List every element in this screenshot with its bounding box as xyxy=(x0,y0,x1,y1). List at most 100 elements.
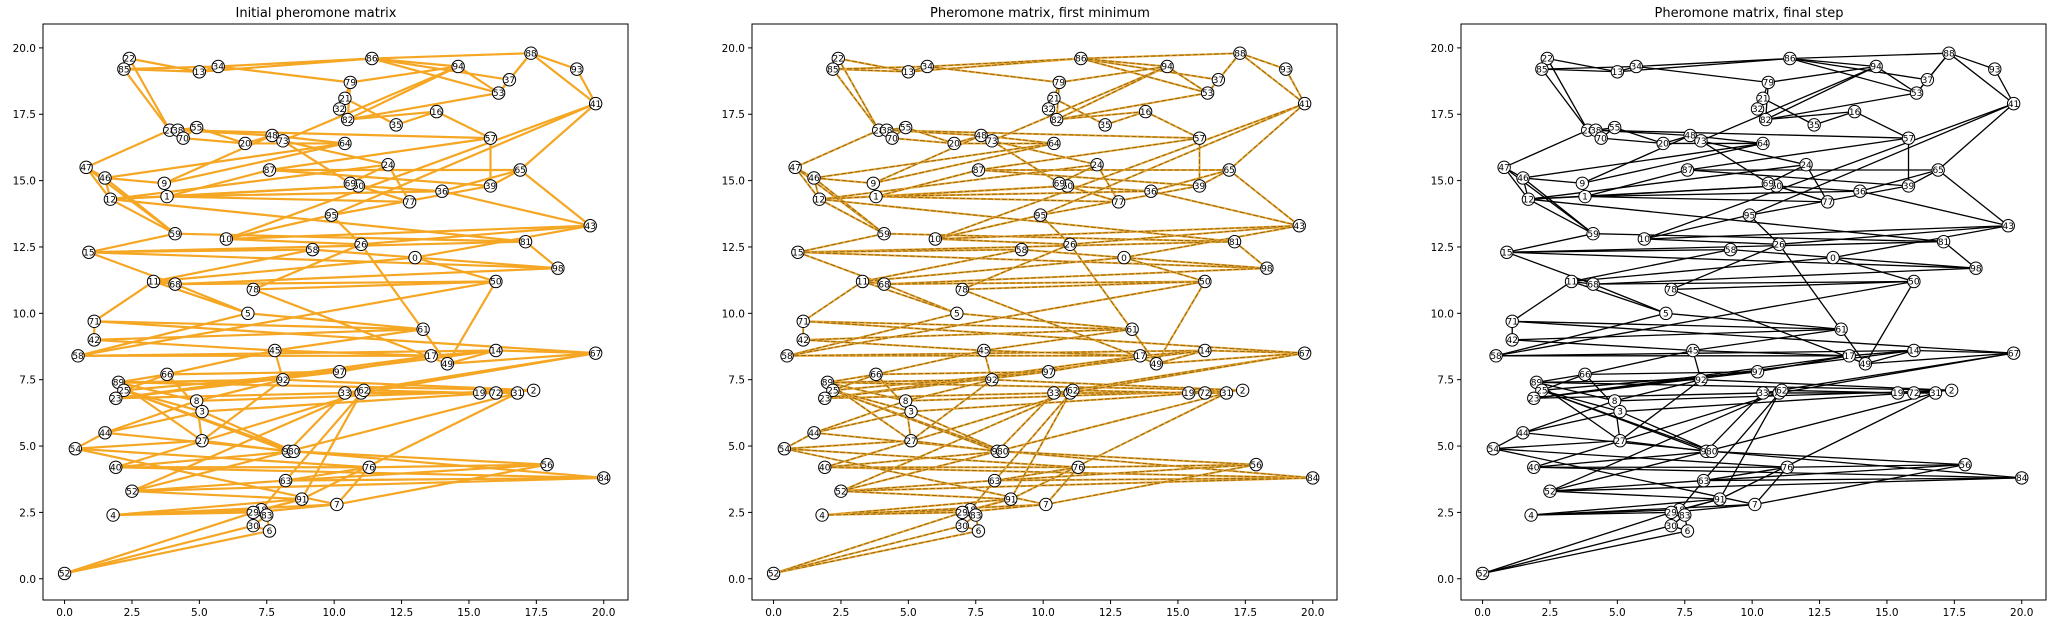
node-label: 69 xyxy=(1763,179,1775,189)
node-label: 39 xyxy=(1194,182,1206,192)
graph-node xyxy=(1249,457,1263,472)
node-label: 12 xyxy=(814,195,825,205)
graph-edge xyxy=(1533,392,1780,468)
graph-node xyxy=(1052,75,1067,90)
y-tick-label: 7.5 xyxy=(728,375,745,387)
graph-edge xyxy=(281,139,352,185)
graph-edge xyxy=(1859,169,1939,192)
graph-edge xyxy=(978,169,1200,187)
graph-edge xyxy=(1056,111,1146,121)
graph-edge xyxy=(74,439,204,450)
graph-node xyxy=(1297,346,1312,360)
node-label: 39 xyxy=(485,182,497,192)
node-label: 61 xyxy=(1835,325,1846,335)
edge-layer xyxy=(773,52,1313,575)
node-label: 16 xyxy=(1849,108,1861,118)
node-label: 32 xyxy=(1752,105,1763,115)
node-label: 45 xyxy=(978,347,989,357)
node-label: 95 xyxy=(1744,211,1755,221)
node-label: 72 xyxy=(1199,389,1210,399)
graph-edge xyxy=(1078,464,1257,468)
graph-edge xyxy=(63,529,271,575)
graph-edge xyxy=(1730,248,1834,259)
x-tick-label: 17.5 xyxy=(1943,607,1966,619)
node-label: 34 xyxy=(213,63,225,73)
y-tick-label: 15.0 xyxy=(1431,176,1454,188)
node-label: 14 xyxy=(1908,347,1920,357)
graph-edge xyxy=(195,378,285,403)
x-tick-label: 20.0 xyxy=(592,607,615,619)
node-label: 70 xyxy=(1595,134,1607,144)
graph-edge xyxy=(1593,280,1914,285)
graph-edge xyxy=(1239,52,1306,105)
graph-edge xyxy=(1549,389,1783,492)
node-label: 58 xyxy=(1725,246,1737,256)
node-label: 94 xyxy=(1870,63,1882,73)
node-label: 41 xyxy=(2008,100,2019,110)
graph-node xyxy=(1222,163,1236,177)
graph-node xyxy=(1052,176,1067,190)
node-label: 84 xyxy=(598,474,610,484)
graph-node xyxy=(117,383,131,398)
node-label: 3 xyxy=(199,408,205,418)
graph-edge xyxy=(1864,281,1915,365)
node-label: 22 xyxy=(1542,55,1553,65)
x-tick-label: 7.5 xyxy=(967,607,984,619)
node-label: 13 xyxy=(194,68,205,78)
graph-edge xyxy=(165,349,276,376)
node-label: 20 xyxy=(948,140,960,150)
node-label: 63 xyxy=(989,477,1000,487)
node-label: 54 xyxy=(779,445,791,455)
graph-edge xyxy=(103,176,166,185)
node-label: 0 xyxy=(1121,254,1127,264)
graph-edge xyxy=(1776,185,1828,203)
graph-node xyxy=(1958,457,1972,472)
node-label: 28 xyxy=(873,126,885,136)
graph-edge xyxy=(1644,238,1780,245)
graph-edge xyxy=(173,232,527,243)
node-label: 69 xyxy=(1054,179,1066,189)
graph-edge xyxy=(927,65,1060,83)
node-label: 87 xyxy=(973,166,984,176)
graph-node xyxy=(1160,59,1174,74)
node-label: 70 xyxy=(177,134,189,144)
graph-edge xyxy=(1040,103,1305,216)
node-label: 38 xyxy=(172,126,184,136)
graph-node xyxy=(332,365,347,379)
graph-edge xyxy=(1010,392,1071,500)
graph-edge xyxy=(85,129,171,169)
graph-edge xyxy=(1614,379,1702,402)
node-label: 84 xyxy=(1307,474,1319,484)
graph-node xyxy=(1683,128,1697,143)
graph-edge xyxy=(1482,511,1672,575)
graph-edge xyxy=(413,224,592,259)
node-label: 91 xyxy=(1005,495,1016,505)
graph-edge xyxy=(1781,389,1898,394)
graph-edge xyxy=(873,142,1055,184)
graph-node xyxy=(1219,386,1234,400)
graph-edge xyxy=(117,381,198,403)
node-label: 53 xyxy=(493,89,504,99)
graph-node xyxy=(1039,497,1053,512)
graph-edge xyxy=(343,97,398,126)
graph-edge xyxy=(1593,267,1976,285)
y-tick-label: 2.5 xyxy=(1437,507,1454,519)
graph-node xyxy=(1756,136,1770,151)
node-label: 53 xyxy=(1911,89,1922,99)
graph-node xyxy=(402,195,417,209)
graph-edge xyxy=(93,320,425,331)
graph-node xyxy=(1505,314,1519,328)
node-label: 97 xyxy=(334,368,345,378)
graph-node xyxy=(1527,391,1541,405)
graph-edge xyxy=(813,177,874,184)
node-label: 33 xyxy=(1757,389,1768,399)
graph-node xyxy=(1783,51,1797,66)
node-label: 88 xyxy=(1234,49,1246,59)
graph-edge xyxy=(886,129,1200,139)
node-label: 93 xyxy=(1280,65,1291,75)
y-tick-label: 5.0 xyxy=(728,441,745,453)
graph-node xyxy=(1125,322,1139,336)
graph-edge xyxy=(529,52,597,105)
graph-edge xyxy=(519,102,597,172)
